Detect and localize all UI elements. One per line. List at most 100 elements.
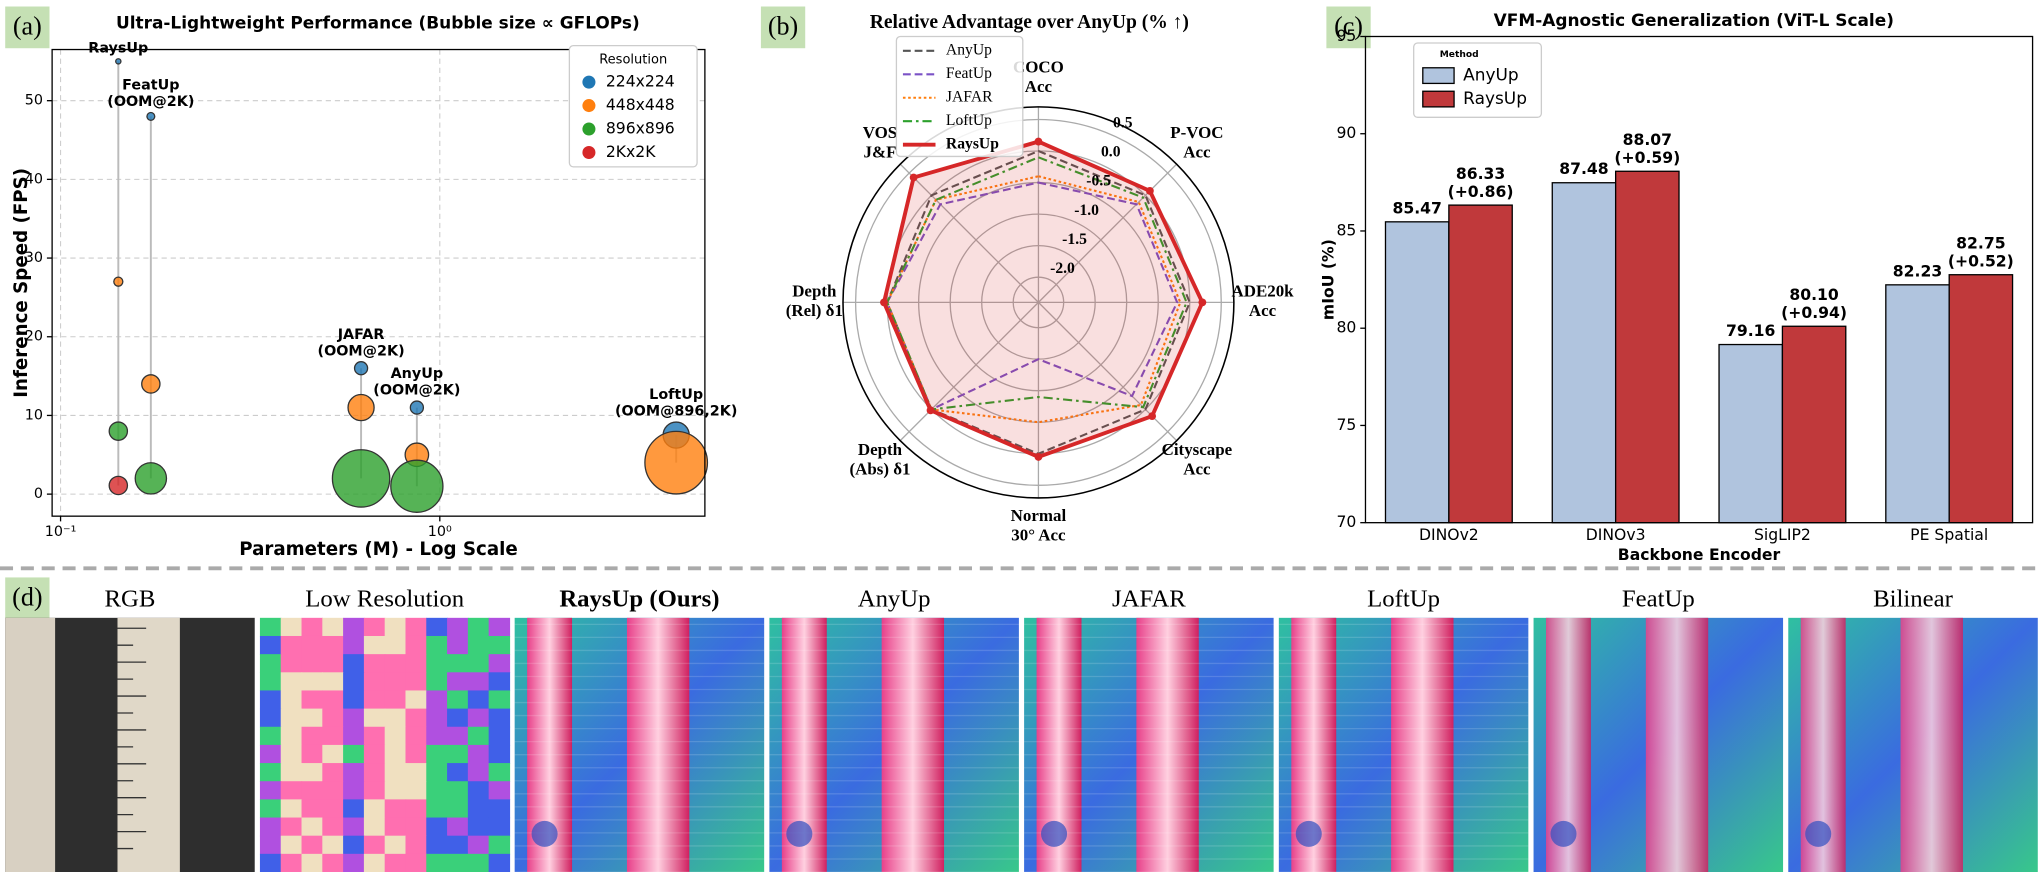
pixel: [363, 744, 386, 764]
pixel: [343, 690, 365, 710]
legend-label: 448x448: [606, 95, 675, 114]
blob: [1805, 820, 1832, 847]
pixel: [426, 672, 448, 692]
pixel: [405, 672, 427, 692]
radar-point: [1198, 298, 1207, 307]
image: [259, 617, 511, 872]
bubble: [409, 400, 425, 415]
radar-point: [926, 406, 935, 415]
pixel: [447, 654, 469, 673]
pixel: [467, 672, 490, 692]
pixel: [301, 744, 323, 764]
blob: [531, 820, 558, 847]
pixel: [447, 817, 469, 837]
pixel: [426, 817, 448, 837]
pixel: [301, 635, 323, 655]
category-label: Depth (Abs) δ1: [849, 440, 910, 478]
pixel: [467, 763, 490, 782]
radar-line: [885, 181, 1179, 411]
legend-swatch: [1422, 67, 1455, 85]
annotation: JAFAR (OOM@2K): [318, 327, 405, 359]
pixel: [363, 672, 386, 692]
radar-point: [1145, 186, 1154, 195]
pixel: [405, 708, 427, 728]
y-tick-label: 90: [1336, 123, 1356, 142]
pixel: [322, 853, 344, 872]
r-tick-label: -2.0: [1050, 260, 1075, 277]
pixel: [343, 799, 365, 819]
pixel: [426, 654, 448, 673]
bar: [1551, 182, 1617, 524]
pixel: [363, 781, 386, 801]
pixel: [405, 635, 427, 655]
annotation: LoftUp (OOM@896,2K): [615, 387, 737, 419]
pixel: [384, 708, 407, 728]
pixel: [363, 690, 386, 710]
pixel: [467, 781, 490, 801]
y-tick-label: 85: [1336, 220, 1356, 239]
pixel: [301, 799, 323, 819]
image: [1278, 617, 1529, 872]
y-tick-label: 20: [25, 329, 43, 345]
value-label: 79.16: [1726, 321, 1776, 340]
pixel: [467, 708, 490, 728]
radar-point: [909, 173, 918, 182]
plot-frame: [51, 48, 706, 517]
pixel: [488, 817, 511, 837]
legend-marker: [582, 75, 596, 89]
pixel: [343, 817, 365, 837]
x-tick-label: 10⁻¹: [45, 524, 77, 540]
pixel: [447, 617, 469, 637]
radar-point: [1034, 137, 1043, 146]
value-label: 80.10 (+0.94): [1781, 285, 1847, 322]
category-label: P-VOC Acc: [1170, 123, 1223, 161]
pixel: [343, 726, 365, 746]
bar: [1384, 221, 1450, 524]
radar-frame: [842, 106, 1235, 499]
x-tick-label: DINOv3: [1586, 525, 1646, 544]
caption: Low Resolution: [305, 586, 464, 613]
pixel: [426, 617, 448, 637]
pixel: [301, 763, 323, 782]
pixel: [488, 617, 511, 637]
pixel: [405, 835, 427, 855]
pixel: [343, 708, 365, 728]
pixel: [322, 817, 344, 837]
y-axis-label: mIoU (%): [1318, 239, 1337, 320]
legend-title: Resolution: [599, 52, 667, 67]
ruler: [5, 617, 56, 872]
pixel: [363, 763, 386, 782]
bubble: [115, 58, 122, 65]
pixel: [426, 763, 448, 782]
pixel: [384, 726, 407, 746]
stripe: [1645, 617, 1709, 872]
bar: [1885, 284, 1950, 524]
pixel: [259, 635, 282, 655]
pixel: [343, 744, 365, 764]
panel-label-box: [5, 6, 50, 49]
pixel: [447, 690, 469, 710]
bubble: [146, 111, 156, 121]
x-axis-label: Backbone Encoder: [1618, 545, 1781, 564]
legend-label: FeatUp: [946, 65, 992, 82]
pixel: [322, 690, 344, 710]
radar-point: [880, 298, 888, 307]
pixel: [280, 799, 303, 819]
x-tick-label: 10⁰: [428, 524, 452, 540]
pixel: [280, 654, 303, 673]
pixel: [426, 835, 448, 855]
pixel: [301, 726, 323, 746]
pixel: [363, 817, 386, 837]
annotation: AnyUp (OOM@2K): [373, 366, 460, 398]
spoke: [1037, 163, 1178, 303]
pixel: [488, 781, 511, 801]
pixel: [447, 635, 469, 655]
value-label: 86.33 (+0.86): [1448, 164, 1514, 201]
panel-label: (b): [768, 12, 798, 41]
image: [1788, 617, 2038, 872]
pixel: [426, 781, 448, 801]
pixel: [467, 835, 490, 855]
pixel: [363, 726, 386, 746]
caption: FeatUp: [1622, 586, 1695, 613]
